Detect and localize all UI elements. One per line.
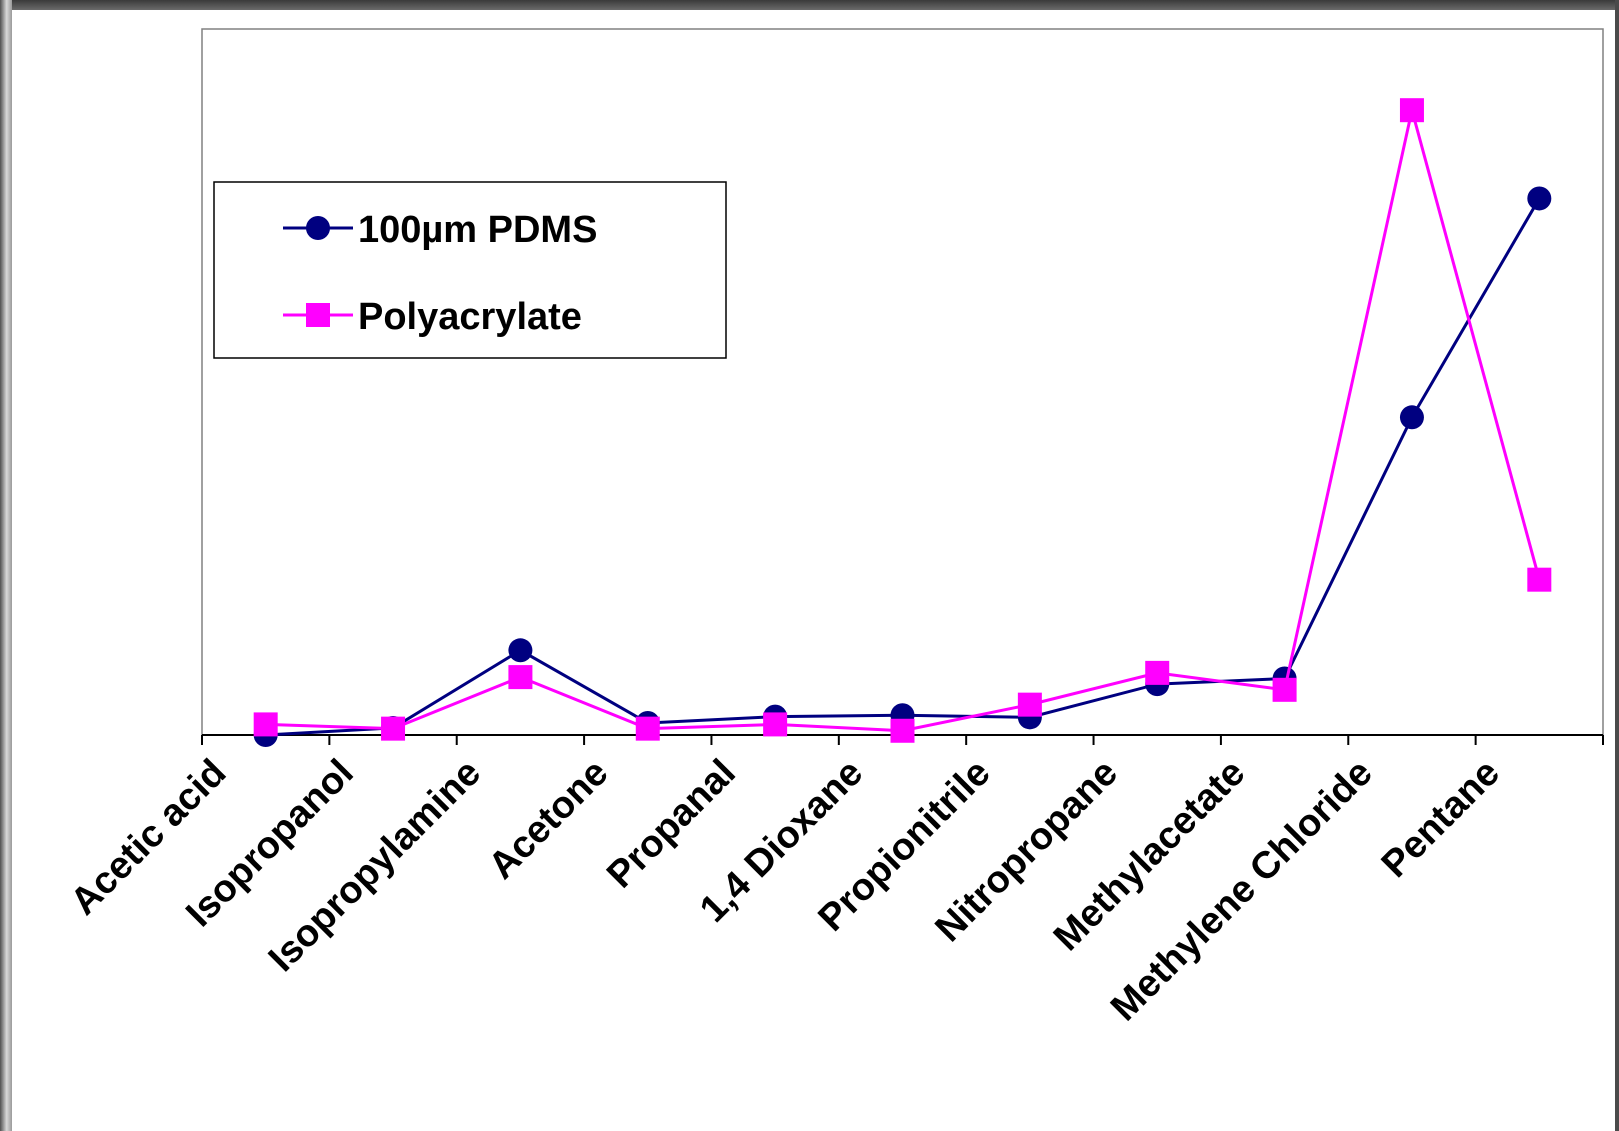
legend: 100µm PDMS Polyacrylate xyxy=(213,181,727,359)
x-tick-label: Acetone xyxy=(481,752,617,888)
window-frame-right xyxy=(1615,0,1619,1131)
data-point xyxy=(1017,692,1042,717)
x-tick-label: Methylene Chloride xyxy=(1103,752,1381,1030)
legend-marker xyxy=(306,303,330,327)
legend-entry: Polyacrylate xyxy=(283,296,582,338)
x-tick-label: Pentane xyxy=(1374,752,1508,886)
legend-label: Polyacrylate xyxy=(358,296,582,338)
data-point xyxy=(1399,405,1424,430)
data-point xyxy=(253,712,278,737)
data-point xyxy=(381,716,406,741)
data-point xyxy=(635,716,660,741)
data-point xyxy=(1399,98,1424,123)
data-point xyxy=(1145,660,1170,685)
data-point xyxy=(890,718,915,743)
series-polyacrylate xyxy=(253,98,1552,743)
x-axis-tick-labels: Acetic acidIsopropanolIsopropylamineAcet… xyxy=(63,752,1508,1030)
data-point xyxy=(763,712,788,737)
x-axis-ticks xyxy=(201,735,1604,745)
legend-label: 100µm PDMS xyxy=(358,209,597,251)
legend-box xyxy=(213,181,727,359)
data-point xyxy=(508,638,533,663)
legend-entry: 100µm PDMS xyxy=(283,209,597,251)
data-point xyxy=(1527,567,1552,592)
data-point xyxy=(508,665,533,690)
x-tick-label: Isopropylamine xyxy=(261,752,489,980)
window-frame-left xyxy=(0,0,12,1131)
series-layer xyxy=(253,98,1552,747)
legend-marker xyxy=(306,216,330,240)
plot-area xyxy=(201,28,1604,736)
data-point xyxy=(1527,186,1552,211)
window-frame-top xyxy=(0,0,1619,10)
data-point xyxy=(1272,677,1297,702)
legend-entries: 100µm PDMS Polyacrylate xyxy=(283,209,597,338)
